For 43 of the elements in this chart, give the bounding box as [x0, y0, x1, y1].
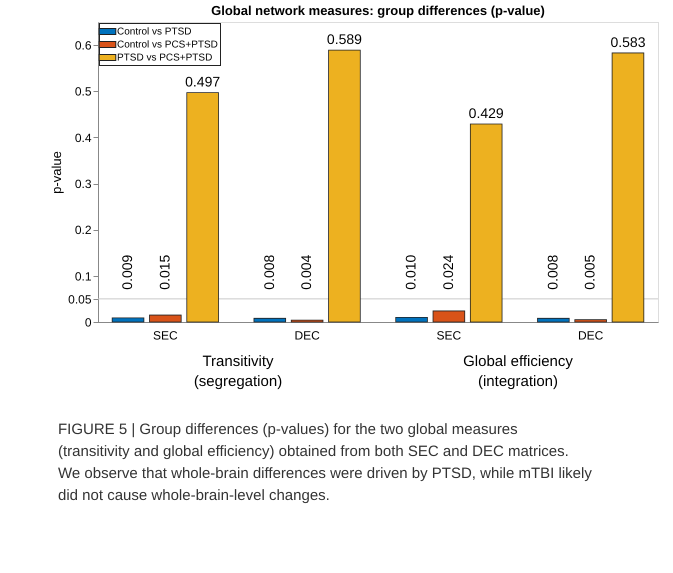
- bar: [537, 318, 570, 322]
- data-label: 0.589: [326, 31, 362, 48]
- x-tick-label: DEC: [578, 328, 604, 342]
- bar: [395, 316, 428, 322]
- x-tick-label: DEC: [294, 328, 320, 342]
- bar: [328, 50, 361, 322]
- y-axis-title: p-value: [49, 151, 64, 194]
- bar: [432, 310, 466, 322]
- data-label: 0.005: [582, 254, 598, 290]
- bar: [149, 314, 182, 322]
- y-tick-label: 0: [84, 316, 92, 330]
- y-tick-label: 0.4: [74, 130, 92, 145]
- data-label: 0.009: [119, 254, 136, 290]
- bar: [186, 92, 219, 322]
- bar: [254, 318, 286, 322]
- legend-label: Control vs PTSD: [117, 26, 192, 38]
- data-label: 0.015: [156, 254, 172, 290]
- data-label: 0.010: [402, 254, 419, 290]
- y-tick-label: 0.05: [68, 292, 92, 306]
- data-label: 0.004: [298, 254, 314, 290]
- y-tick-label: 0.5: [74, 84, 92, 99]
- data-label: 0.429: [468, 105, 504, 121]
- caption: FIGURE 5 | Group differences (p-values) for the two global measures (transitivity and global efficiency) obtained from both SEC and DEC matrices. We observe that whole-brain differences were driven by PTSD, while mTBI likely did not cause whole-brain-level changes.: [58, 421, 592, 504]
- y-tick-label: 0.3: [74, 177, 92, 192]
- text: Transitivity (segregation): [194, 353, 282, 390]
- x-tick-label: SEC: [153, 328, 178, 342]
- data-label: 0.008: [260, 254, 277, 290]
- data-label: 0.008: [544, 254, 560, 290]
- y-tick-label: 0.6: [74, 38, 92, 53]
- chart-title: Global network measures: group differences (p-value): [211, 3, 545, 18]
- bar: [112, 317, 144, 322]
- legend-label: PTSD vs PCS+PTSD: [117, 52, 212, 64]
- bar: [470, 124, 502, 322]
- x-tick-label: SEC: [436, 328, 462, 342]
- data-label: 0.497: [185, 74, 220, 90]
- data-label: 0.583: [610, 34, 646, 50]
- bar: [574, 319, 607, 322]
- y-tick-label: 0.2: [74, 223, 92, 238]
- y-tick-label: 0.1: [74, 269, 92, 284]
- bar: [612, 52, 644, 322]
- legend-label: Control vs PCS+PTSD: [117, 40, 218, 50]
- text: Global efficiency (integration): [463, 353, 574, 390]
- data-label: 0.024: [440, 254, 456, 290]
